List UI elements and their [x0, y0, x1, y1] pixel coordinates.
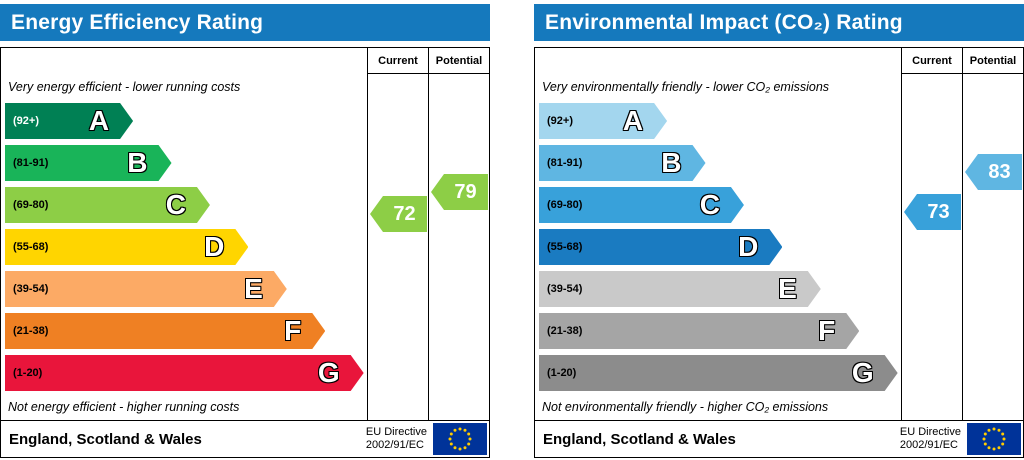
- eu-directive-line2: 2002/91/EC: [899, 439, 958, 451]
- band-range-label: (21-38): [13, 325, 49, 337]
- chart-title: Environmental Impact (CO₂) Rating: [545, 10, 903, 34]
- rating-band-bar-g: (1-20) G: [539, 355, 898, 391]
- band-range-label: (39-54): [13, 283, 49, 295]
- rating-band-c: (69-80) C: [535, 184, 901, 226]
- environmental-impact-chart: Environmental Impact (CO₂) Rating Very e…: [534, 4, 1024, 458]
- band-range-label: (55-68): [13, 241, 49, 253]
- eu-directive-label: EU Directive 2002/91/EC: [366, 426, 427, 452]
- energy-efficiency-chart: Energy Efficiency Rating Very energy eff…: [0, 4, 490, 458]
- rating-band-bar-a: (92+) A: [5, 103, 133, 139]
- band-range-label: (39-54): [547, 283, 583, 295]
- band-letter: A: [88, 105, 110, 136]
- footer-region-label: England, Scotland & Wales: [9, 430, 202, 448]
- band-letter: F: [818, 315, 836, 346]
- band-letter: A: [622, 105, 644, 136]
- band-letter: D: [204, 231, 225, 262]
- band-range-label: (81-91): [547, 157, 583, 169]
- rating-bands: (92+) A (81-91) B (69-80) C (55-68) D (39-54) E (2…: [535, 100, 901, 394]
- band-range-label: (81-91): [13, 157, 49, 169]
- rating-band-bar-c: (69-80) C: [539, 187, 744, 223]
- rating-band-bar-c: (69-80) C: [5, 187, 210, 223]
- current-rating-marker: 73: [904, 194, 961, 230]
- rating-band-bar-b: (81-91) B: [539, 145, 706, 181]
- rating-band-bar-e: (39-54) E: [5, 271, 287, 307]
- rating-band-f: (21-38) F: [1, 310, 367, 352]
- band-letter: E: [778, 273, 797, 304]
- chart-footer: England, Scotland & Wales EU Directive 2…: [0, 421, 490, 458]
- rating-band-g: (1-20) G: [1, 352, 367, 394]
- top-note: Very environmentally friendly - lower CO…: [542, 80, 830, 94]
- rating-table: Very environmentally friendly - lower CO…: [534, 47, 1024, 421]
- top-note: Very energy efficient - lower running co…: [8, 80, 241, 94]
- band-area: Very energy efficient - lower running co…: [1, 48, 367, 420]
- eu-flag-icon: [433, 423, 487, 455]
- chart-title: Energy Efficiency Rating: [11, 10, 264, 34]
- band-letter: G: [317, 357, 340, 388]
- potential-column-header: Potential: [429, 48, 489, 74]
- chart-title-bar: Environmental Impact (CO₂) Rating: [534, 4, 1024, 41]
- band-range-label: (1-20): [13, 367, 43, 379]
- potential-column: Potential: [962, 48, 1023, 420]
- rating-band-bar-a: (92+) A: [539, 103, 667, 139]
- rating-band-bar-d: (55-68) D: [5, 229, 248, 265]
- potential-column: Potential: [428, 48, 489, 420]
- band-area: Very environmentally friendly - lower CO…: [535, 48, 901, 420]
- header-spacer: [535, 48, 901, 74]
- rating-band-b: (81-91) B: [1, 142, 367, 184]
- chart-title-bar: Energy Efficiency Rating: [0, 4, 490, 41]
- eu-directive-label: EU Directive 2002/91/EC: [900, 426, 961, 452]
- band-letter: G: [851, 357, 874, 388]
- footer-region-label: England, Scotland & Wales: [543, 430, 736, 448]
- rating-band-bar-e: (39-54) E: [539, 271, 821, 307]
- rating-band-d: (55-68) D: [535, 226, 901, 268]
- rating-band-bar-f: (21-38) F: [539, 313, 859, 349]
- rating-band-e: (39-54) E: [1, 268, 367, 310]
- rating-band-g: (1-20) G: [535, 352, 901, 394]
- chart-footer: England, Scotland & Wales EU Directive 2…: [534, 421, 1024, 458]
- current-rating-marker: 72: [370, 196, 427, 232]
- band-range-label: (92+): [13, 115, 39, 127]
- band-letter: D: [738, 231, 759, 262]
- rating-bands: (92+) A (81-91) B (69-80) C (55-68) D (39-54) E (2…: [1, 100, 367, 394]
- rating-band-e: (39-54) E: [535, 268, 901, 310]
- band-range-label: (92+): [547, 115, 573, 127]
- eu-directive-line2: 2002/91/EC: [365, 439, 424, 451]
- rating-band-c: (69-80) C: [1, 184, 367, 226]
- band-letter: F: [284, 315, 302, 346]
- rating-band-bar-d: (55-68) D: [539, 229, 782, 265]
- current-column-header: Current: [368, 48, 428, 74]
- eu-flag-icon: [967, 423, 1021, 455]
- bottom-note: Not environmentally friendly - higher CO…: [542, 400, 829, 414]
- rating-band-a: (92+) A: [535, 100, 901, 142]
- rating-table: Very energy efficient - lower running co…: [0, 47, 490, 421]
- potential-rating-marker: 83: [965, 154, 1022, 190]
- band-range-label: (69-80): [547, 199, 583, 211]
- band-range-label: (55-68): [547, 241, 583, 253]
- band-letter: E: [244, 273, 263, 304]
- band-letter: B: [127, 147, 148, 178]
- eu-directive-line1: EU Directive: [899, 425, 961, 438]
- eu-directive-line1: EU Directive: [365, 425, 427, 438]
- band-range-label: (1-20): [547, 367, 577, 379]
- rating-band-d: (55-68) D: [1, 226, 367, 268]
- rating-band-b: (81-91) B: [535, 142, 901, 184]
- bottom-note: Not energy efficient - higher running co…: [8, 400, 240, 414]
- band-letter: C: [165, 189, 186, 220]
- band-range-label: (21-38): [547, 325, 583, 337]
- current-column: Current: [367, 48, 428, 420]
- potential-column-header: Potential: [963, 48, 1023, 74]
- rating-band-f: (21-38) F: [535, 310, 901, 352]
- header-spacer: [1, 48, 367, 74]
- current-column: Current: [901, 48, 962, 420]
- current-column-header: Current: [902, 48, 962, 74]
- band-letter: C: [699, 189, 720, 220]
- rating-band-bar-b: (81-91) B: [5, 145, 172, 181]
- rating-band-bar-f: (21-38) F: [5, 313, 325, 349]
- potential-rating-marker: 79: [431, 174, 488, 210]
- rating-band-a: (92+) A: [1, 100, 367, 142]
- band-letter: B: [661, 147, 682, 178]
- band-range-label: (69-80): [13, 199, 49, 211]
- rating-band-bar-g: (1-20) G: [5, 355, 364, 391]
